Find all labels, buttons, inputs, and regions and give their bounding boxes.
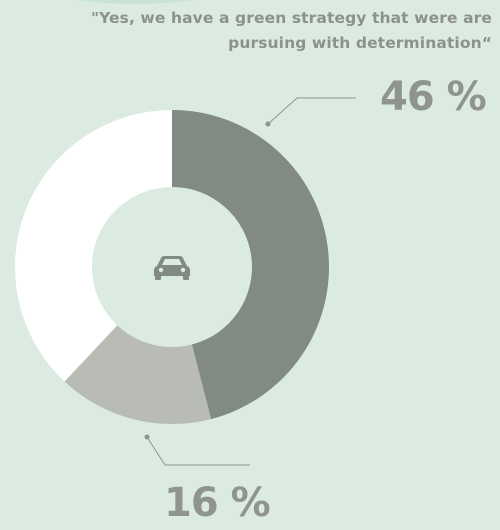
leader-lines bbox=[144, 97, 356, 466]
donut-segment-2 bbox=[64, 325, 212, 424]
donut-segments bbox=[14, 110, 330, 424]
top-decorative-shape bbox=[55, 0, 215, 4]
car-icon bbox=[154, 256, 190, 280]
data-label-16: 16 % bbox=[164, 480, 271, 526]
data-label-46: 46 % bbox=[380, 74, 487, 120]
donut-segment-1 bbox=[172, 110, 330, 420]
leader-46-dot bbox=[265, 121, 271, 127]
quote-text: "Yes, we have a green strategy that were… bbox=[90, 9, 492, 52]
leader-46-line bbox=[267, 97, 356, 125]
leader-16-line bbox=[146, 436, 250, 466]
leader-16-dot bbox=[144, 434, 150, 440]
donut-segment-3 bbox=[14, 110, 172, 382]
